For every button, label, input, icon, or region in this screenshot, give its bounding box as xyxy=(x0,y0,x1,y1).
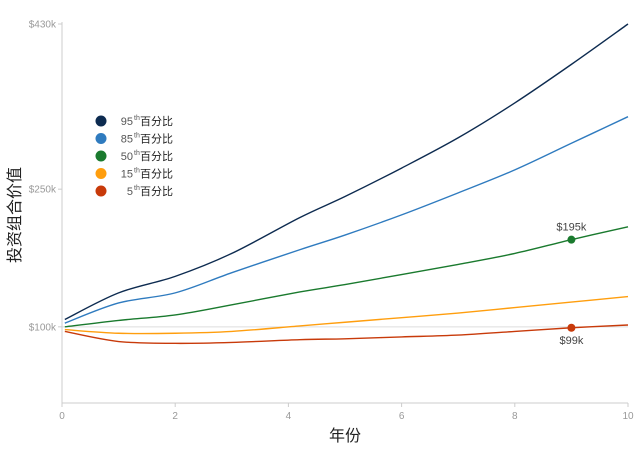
legend-sup-p85: th xyxy=(134,133,140,140)
marker-p50 xyxy=(567,235,576,244)
legend-marker-p15 xyxy=(95,168,107,179)
line-p95 xyxy=(64,23,629,321)
legend-marker-p85 xyxy=(95,133,107,144)
line-p5 xyxy=(64,324,629,345)
y-tick-label: $250k xyxy=(29,185,57,196)
x-tick-label: 2 xyxy=(172,411,178,422)
line-p15 xyxy=(64,295,629,335)
legend-label-p85: 百分比 xyxy=(140,133,173,146)
legend-number-p50: 50 xyxy=(121,151,133,163)
legend-sup-p5: th xyxy=(134,185,140,192)
x-axis-title: 年份 xyxy=(329,426,361,445)
legend-marker-p95 xyxy=(95,115,107,127)
annotation-p5: $99k xyxy=(559,335,583,347)
legend-sup-p95: th xyxy=(134,115,140,122)
x-tick-label: 6 xyxy=(399,411,405,422)
legend-label-p50: 百分比 xyxy=(140,150,173,163)
legend-marker-p5 xyxy=(95,185,107,197)
line-p50 xyxy=(64,226,629,328)
x-tick-label: 4 xyxy=(286,411,292,422)
annotation-p50: $195k xyxy=(556,222,586,234)
y-tick-label: $430k xyxy=(29,20,57,31)
legend-label-p95: 百分比 xyxy=(140,115,173,128)
legend-number-p15: 15 xyxy=(121,169,133,181)
legend-label-p5: 百分比 xyxy=(140,185,173,198)
line-p85 xyxy=(64,116,629,324)
legend-sup-p15: th xyxy=(134,168,140,175)
legend-sup-p50: th xyxy=(134,150,140,157)
marker-p5 xyxy=(567,323,576,332)
x-tick-label: 10 xyxy=(622,411,634,422)
x-tick-label: 8 xyxy=(512,411,518,422)
x-tick-label: 0 xyxy=(59,411,65,422)
legend-number-p95: 95 xyxy=(121,116,133,128)
y-axis-title: 投资组合价值 xyxy=(5,167,24,263)
legend-label-p15: 百分比 xyxy=(140,168,173,181)
legend-marker-p50 xyxy=(95,150,107,162)
legend-number-p5: 5 xyxy=(127,186,133,198)
legend-number-p85: 85 xyxy=(121,134,133,146)
y-tick-label: $100k xyxy=(29,322,57,333)
